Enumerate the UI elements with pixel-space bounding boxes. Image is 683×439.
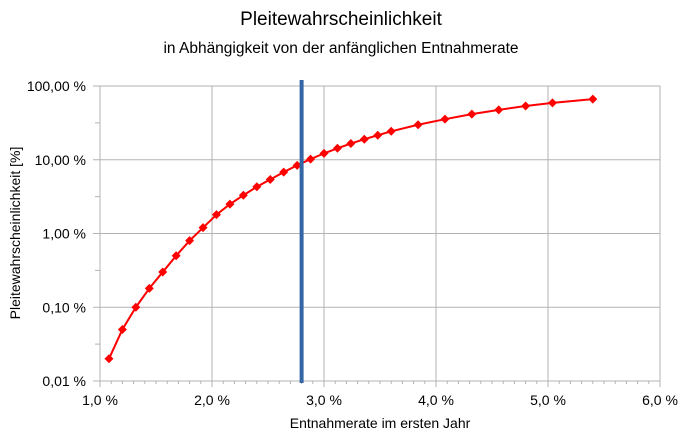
x-tick-label: 6,0 % [642,392,678,408]
data-point [359,134,369,144]
y-tick-label: 0,10 % [42,299,86,315]
y-tick-labels: 0,01 % 0,10 % 1,00 % 10,00 % 100,00 % [27,78,86,389]
data-point [440,114,450,124]
data-point [413,120,423,130]
y-tick-label: 0,01 % [42,373,86,389]
data-point [211,210,221,220]
y-tick-label: 10,00 % [35,152,86,168]
data-point [198,223,208,233]
data-point [104,354,114,364]
data-point [225,199,235,209]
data-point [306,154,316,164]
x-tick-label: 4,0 % [418,392,454,408]
data-point [252,182,262,192]
data-point [131,302,141,312]
data-point [346,139,356,149]
data-point [332,143,342,153]
data-point [521,101,531,111]
plot-frame [99,85,661,382]
data-point [588,94,598,104]
x-tick-label: 5,0 % [530,392,566,408]
x-minor-ticks [99,381,661,387]
y-tick-label: 1,00 % [42,226,86,242]
series-layer [104,94,598,364]
data-point [386,126,396,136]
y-axis-label: Pleitewahrscheinlichkeit [%] [7,147,23,320]
data-point [373,130,383,140]
data-point [467,109,477,119]
data-point [494,105,504,115]
x-tick-labels: 1,0 % 2,0 % 3,0 % 4,0 % 5,0 % 6,0 % [82,392,678,408]
x-axis-label: Entnahmerate im ersten Jahr [290,415,471,431]
chart-title: Pleitewahrscheinlichkeit [240,9,442,30]
data-point [292,160,302,170]
data-point [547,98,557,108]
x-tick-label: 2,0 % [194,392,230,408]
x-tick-label: 3,0 % [306,392,342,408]
data-point [185,236,195,246]
data-point [319,148,329,158]
chart-subtitle: in Abhängigkeit von der anfänglichen Ent… [163,40,518,57]
data-point [144,283,154,293]
data-point [171,251,181,261]
data-point [238,190,248,200]
x-tick-label: 1,0 % [82,392,118,408]
y-tick-label: 100,00 % [27,78,86,94]
data-point [117,324,127,334]
data-point [158,267,168,277]
data-point [265,174,275,184]
data-point [279,167,289,177]
y-minor-ticks [93,85,100,382]
